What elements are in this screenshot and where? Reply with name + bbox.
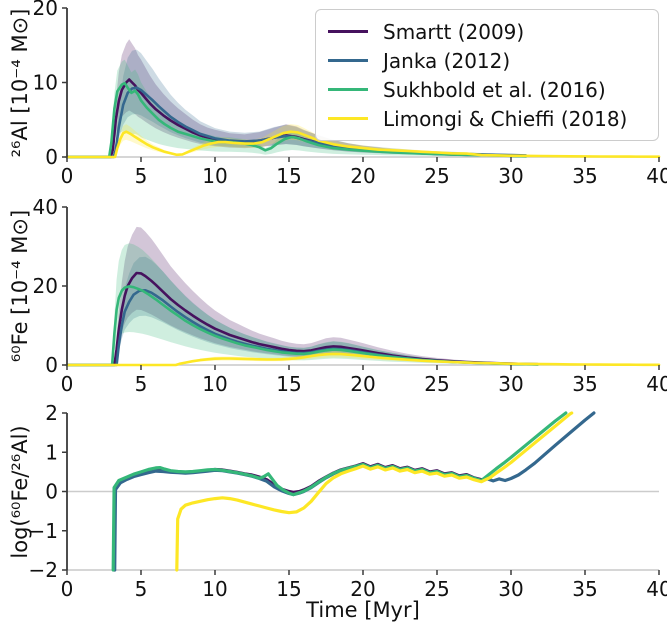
y-tick-label: 10 [33,71,58,95]
x-tick-label: 10 [202,372,227,396]
x-tick-label: 35 [572,372,597,396]
y-axis-label-fe60: ⁶⁰Fe [10⁻⁴ M⊙] [8,209,32,363]
x-tick-label: 5 [135,372,148,396]
y-tick-label: 0 [45,480,58,504]
x-tick-label: 40 [646,372,667,396]
x-tick-label: 25 [424,164,449,188]
x-tick-label: 30 [498,577,523,601]
x-tick-label: 20 [350,372,375,396]
legend-item: Smartt (2009) [328,17,648,46]
legend-line-swatch [328,29,368,34]
legend-item-label: Sukhbold et al. (2016) [383,77,606,102]
data-curve [112,462,483,572]
y-tick-label: 20 [33,0,58,20]
x-tick-label: 15 [276,372,301,396]
data-curve [175,411,574,572]
x-tick-label: 15 [276,577,301,601]
uncertainty-band [67,243,538,365]
legend: Smartt (2009) Janka (2012) Sukhbold et al.… [315,9,659,141]
y-tick-label: 2 [45,401,58,425]
x-tick-label: 0 [61,164,74,188]
x-axis-label: Time [Myr] [306,598,420,622]
x-tick-label: 10 [202,577,227,601]
x-tick-label: 25 [424,372,449,396]
x-tick-label: 40 [646,577,667,601]
x-tick-label: 35 [572,577,597,601]
data-curve [65,130,661,159]
data-curve [65,352,661,367]
x-tick-label: 5 [135,577,148,601]
x-tick-label: 5 [135,164,148,188]
y-tick-label: 40 [33,195,58,219]
y-axis-label-al26: ²⁶Al [10⁻⁴ M⊙] [8,8,32,157]
x-tick-label: 30 [498,372,523,396]
x-tick-label: 0 [61,372,74,396]
x-tick-label: 20 [350,164,375,188]
y-tick-label: 0 [45,353,58,377]
x-tick-label: 15 [276,164,301,188]
x-tick-label: 20 [350,577,375,601]
x-tick-label: 25 [424,577,449,601]
legend-item: Limongi & Chieffi (2018) [328,104,648,133]
uncertainty-band [67,49,526,157]
x-tick-label: 35 [572,164,597,188]
uncertainty-band [67,226,538,365]
y-tick-label: −2 [29,558,58,582]
y-axis-label-ratio: log(⁶⁰Fe/²⁶Al) [8,424,32,559]
y-tick-label: 20 [33,274,58,298]
legend-item-label: Limongi & Chieffi (2018) [383,106,628,131]
x-tick-label: 40 [646,164,667,188]
legend-item: Sukhbold et al. (2016) [328,75,648,104]
x-tick-label: 10 [202,164,227,188]
legend-item-label: Janka (2012) [383,48,511,73]
legend-line-swatch [328,87,368,92]
uncertainty-band [67,350,659,365]
legend-item: Janka (2012) [328,46,648,75]
legend-line-swatch [328,58,368,63]
y-tick-label: −1 [29,519,58,543]
x-tick-label: 30 [498,164,523,188]
legend-line-swatch [328,116,368,121]
legend-item-label: Smartt (2009) [383,19,525,44]
y-tick-label: 0 [45,145,58,169]
y-tick-label: 1 [45,440,58,464]
x-tick-label: 0 [61,577,74,601]
uncertainty-band [67,256,538,365]
